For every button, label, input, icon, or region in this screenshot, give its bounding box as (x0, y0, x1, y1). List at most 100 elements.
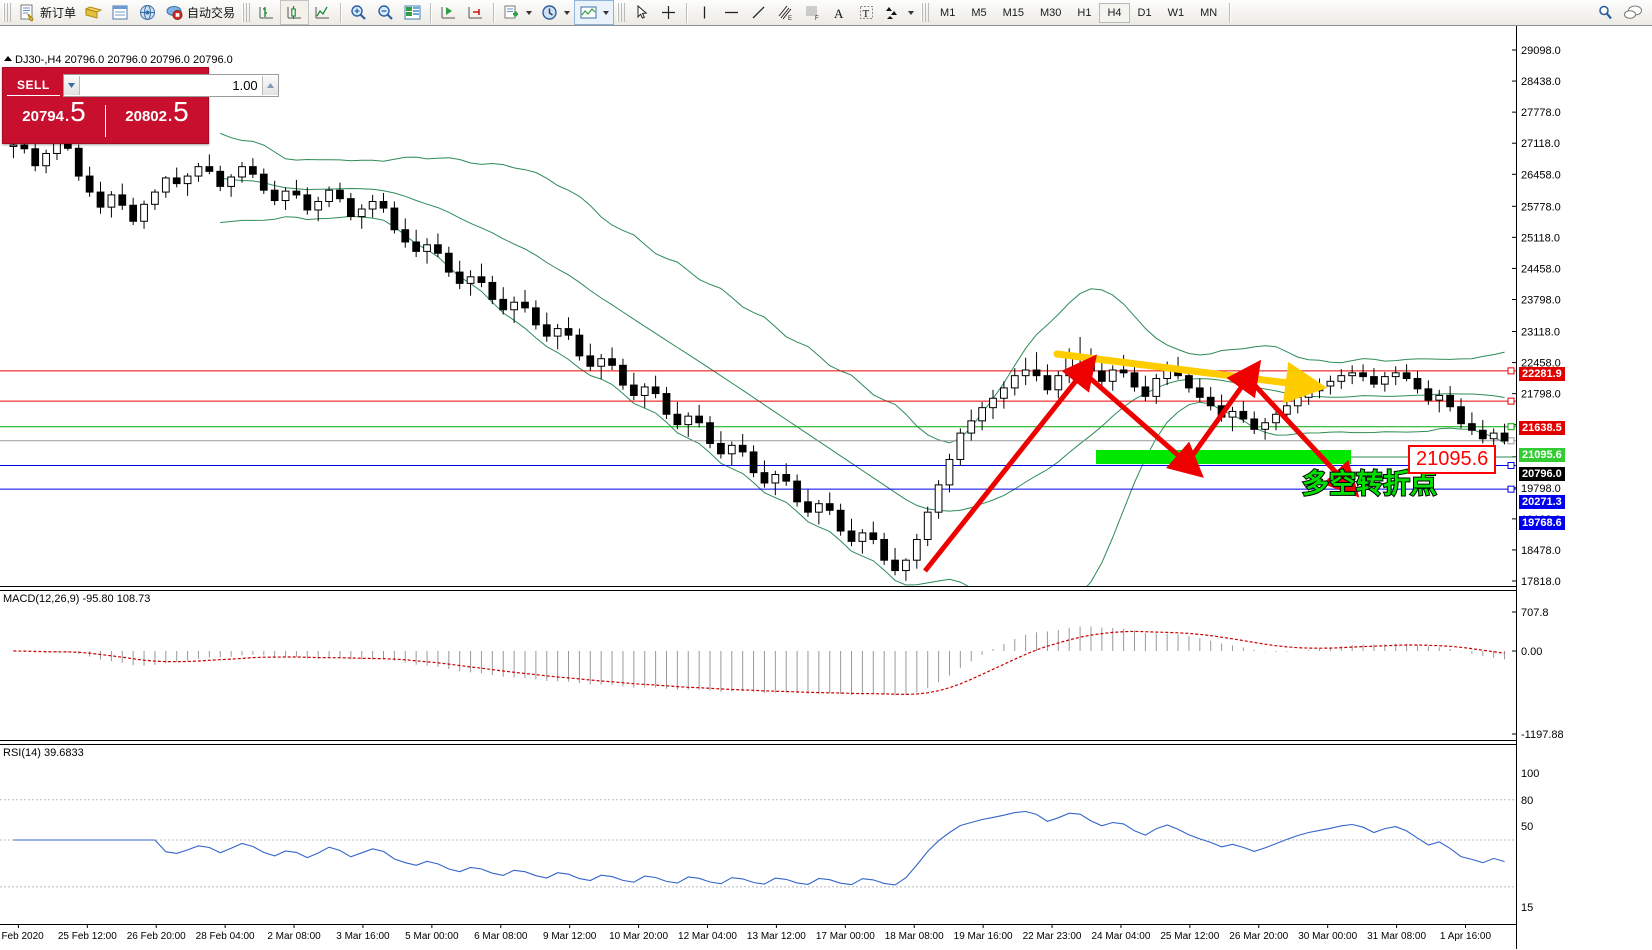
svg-text:25 Feb 12:00: 25 Feb 12:00 (58, 931, 117, 942)
zoom-in-button[interactable] (345, 1, 372, 24)
channel-icon: E (776, 3, 795, 22)
pane-divider-1[interactable] (0, 586, 1652, 591)
horizontal-levels (0, 367, 1516, 493)
macd-pane[interactable]: MACD(12,26,9) -95.80 108.73 (0, 591, 1652, 743)
crosshair-icon (659, 3, 678, 22)
text-label-tool-button[interactable]: T (853, 1, 880, 24)
horizontal-line-tool-button[interactable] (718, 1, 745, 24)
equidistant-channel-tool-button[interactable]: E (772, 1, 799, 24)
current-price-tag[interactable]: 20796.0 (1519, 467, 1565, 481)
volume-stepper[interactable] (62, 73, 279, 97)
trendline-icon (749, 3, 768, 22)
timeframe-mn[interactable]: MN (1200, 6, 1218, 19)
tile-windows-button[interactable] (399, 1, 426, 24)
timeframe-m15[interactable]: M15 (1002, 6, 1024, 19)
vertical-line-tool-button[interactable] (691, 1, 718, 24)
indicators-dropdown[interactable] (498, 1, 536, 24)
timeframe-d1[interactable]: D1 (1137, 6, 1152, 19)
pane-divider-2[interactable] (0, 740, 1652, 745)
auto-trading-button[interactable]: 自动交易 (161, 1, 239, 24)
text-tool-button[interactable]: A (826, 1, 853, 24)
price-pane[interactable]: 多空转折点 21095.6 (0, 26, 1652, 589)
zoom-out-button[interactable] (372, 1, 399, 24)
price-scale-svg: 29098.0 28438.0 27778.0 27118.0 26458.0 25778… (1521, 45, 1564, 914)
profiles-button[interactable] (80, 1, 107, 24)
svg-text:5 Mar 00:00: 5 Mar 00:00 (405, 931, 459, 942)
cursor-tool-button[interactable] (628, 1, 655, 24)
rsi-chart-svg (0, 799, 1516, 888)
pivot-blue-2-tag[interactable]: 19768.6 (1519, 516, 1565, 530)
timeframe-m1[interactable]: M1 (940, 6, 956, 19)
price-callout-box[interactable]: 21095.6 (1408, 445, 1497, 474)
chevron-down-icon-3[interactable] (603, 10, 610, 15)
symbol-ohlc-line: DJ30-,H4 20796.0 20796.0 20796.0 20796.0 (4, 54, 233, 66)
volume-input[interactable] (79, 76, 262, 94)
resistance-1-tag[interactable]: 22281.9 (1519, 367, 1565, 381)
buy-button[interactable]: BUY (281, 75, 329, 96)
chart-shift-button[interactable] (462, 1, 489, 24)
pivot-blue-1-tag[interactable]: 20271.3 (1519, 495, 1565, 509)
candlestick-icon (285, 3, 304, 22)
trendline-tool-button[interactable] (745, 1, 772, 24)
timeframe-m30[interactable]: M30 (1040, 6, 1062, 19)
svg-text:25778.0: 25778.0 (1521, 201, 1561, 213)
price-scale-axis[interactable] (1516, 26, 1517, 949)
vertical-line-icon (695, 3, 714, 22)
bar-chart-icon (257, 3, 276, 22)
timeframe-h1[interactable]: H1 (1077, 6, 1092, 19)
support-zone-rect[interactable] (1096, 450, 1351, 464)
text-label-icon: T (857, 3, 876, 22)
chat-button[interactable] (1619, 1, 1646, 24)
toolbar-grip-2[interactable] (242, 3, 251, 22)
sell-button[interactable]: SELL (7, 75, 60, 96)
macd-label: MACD(12,26,9) -95.80 108.73 (3, 593, 151, 605)
timeframe-h4[interactable]: H4 (1099, 2, 1130, 23)
toolbar-grip-3[interactable] (617, 3, 626, 22)
bar-chart-type-button[interactable] (253, 1, 280, 24)
chevron-down-icon[interactable] (526, 10, 533, 15)
chevron-down-icon-2[interactable] (564, 10, 571, 15)
svg-text:22458.0: 22458.0 (1521, 358, 1561, 370)
zigzag-leg-down-1[interactable] (1081, 370, 1204, 478)
timeframe-m5[interactable]: M5 (971, 6, 987, 19)
market-watch-button[interactable] (107, 1, 134, 24)
price-scale-panel[interactable] (1517, 26, 1652, 949)
data-window-button[interactable] (134, 1, 161, 24)
resistance-2-tag[interactable]: 21638.5 (1519, 421, 1565, 435)
one-click-trading-panel[interactable]: SELL BUY 20794 . 5 (2, 67, 329, 144)
svg-text:23798.0: 23798.0 (1521, 294, 1561, 306)
auto-scroll-button[interactable] (435, 1, 462, 24)
chart-shift-icon (466, 3, 485, 22)
crosshair-tool-button[interactable] (655, 1, 682, 24)
chevron-down-icon-4[interactable] (908, 10, 915, 15)
rsi-pane[interactable]: RSI(14) 39.6833 (0, 745, 1652, 950)
zigzag-leg-up-2[interactable] (1184, 359, 1262, 465)
new-order-button[interactable]: 新订单 (14, 1, 80, 24)
periods-dropdown[interactable] (536, 1, 574, 24)
svg-text:F: F (815, 16, 819, 22)
templates-dropdown[interactable] (574, 0, 615, 25)
support-green-tag[interactable]: 21095.6 (1519, 448, 1565, 462)
timeframe-w1[interactable]: W1 (1167, 6, 1185, 19)
sell-price[interactable]: 20794 . 5 (3, 97, 105, 143)
chart-area[interactable]: DJ30-,H4 20796.0 20796.0 20796.0 20796.0 (0, 25, 1652, 949)
toolbar-grip[interactable] (3, 3, 11, 22)
svg-text:E: E (788, 16, 792, 22)
shapes-tool-button[interactable] (880, 1, 918, 24)
search-button[interactable] (1592, 1, 1619, 24)
candlestick-chart-type-button[interactable] (280, 0, 310, 25)
fibonacci-tool-button[interactable]: F (799, 1, 826, 24)
buy-price[interactable]: 20802 . 5 (106, 97, 208, 143)
svg-text:21798.0: 21798.0 (1521, 389, 1561, 401)
candlestick-series (9, 133, 1509, 581)
svg-text:25118.0: 25118.0 (1521, 232, 1560, 244)
toolbar-grip-4[interactable] (921, 3, 930, 22)
time-axis-svg[interactable]: 4 Feb 2020 25 Feb 12:00 26 Feb 20:00 28 Feb… (0, 925, 1516, 949)
zigzag-leg-up-1[interactable] (923, 354, 1097, 573)
volume-down-icon[interactable] (63, 75, 80, 95)
line-chart-type-button[interactable] (309, 1, 336, 24)
macd-signal-line (13, 630, 1505, 696)
svg-text:15: 15 (1521, 902, 1533, 914)
volume-up-icon[interactable] (261, 75, 278, 95)
zigzag-leg-down-2[interactable] (1246, 376, 1360, 498)
